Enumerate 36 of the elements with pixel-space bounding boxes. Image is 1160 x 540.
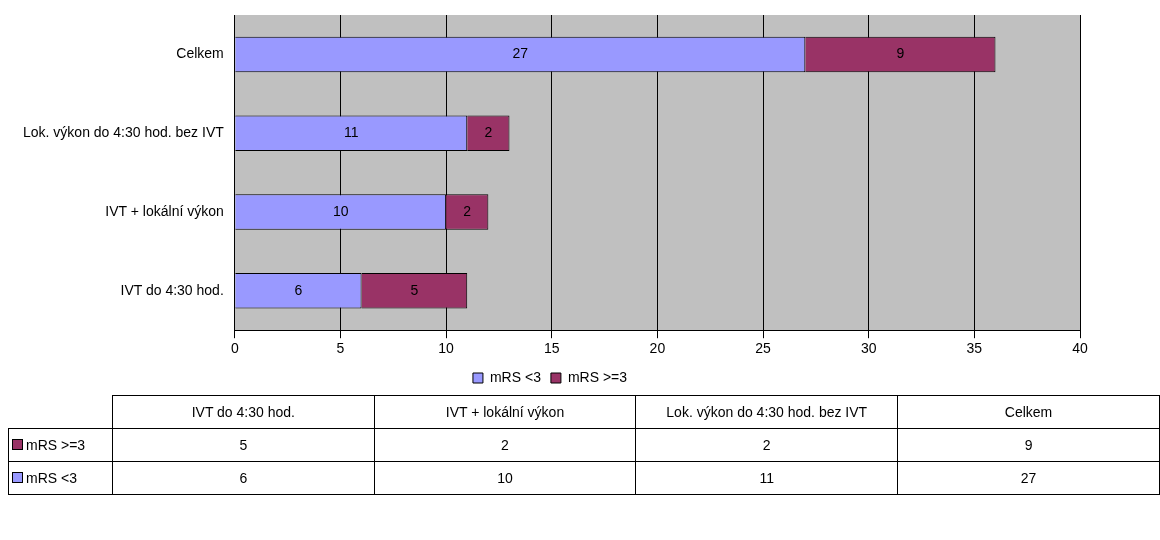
category-label: Celkem [897,395,1160,429]
category-label: IVT + lokální výkon [374,395,636,429]
data-label: 6 [294,281,303,298]
legend-label: mRS >=3 [8,428,113,462]
legend-label: mRS >=3 [567,368,628,385]
x-tick-label: 5 [336,340,345,357]
data-label: 2 [635,428,898,462]
x-tick-label: 10 [438,340,455,357]
data-label: 2 [463,202,472,219]
x-tick-label: 0 [230,340,239,357]
x-tick-label: 40 [1072,340,1088,357]
y-tick-label: IVT + lokální výkon [105,202,224,219]
data-label: 27 [512,45,529,62]
data-label: 10 [374,461,636,495]
data-label: 2 [484,124,493,141]
data-label: 9 [897,428,1160,462]
y-tick-label: Celkem [176,45,224,62]
data-label: 5 [112,428,375,462]
data-label: 9 [896,45,905,62]
data-label: 6 [112,461,375,495]
x-tick-label: 15 [543,340,560,357]
x-tick-label: 20 [649,340,666,357]
data-label: 5 [410,281,419,298]
category-label: Lok. výkon do 4:30 hod. bez IVT [635,395,898,429]
data-label: 10 [332,202,349,219]
x-tick-label: 35 [966,340,983,357]
data-label: 11 [343,124,359,141]
legend-label: mRS <3 [489,368,542,385]
data-label: 11 [635,461,898,495]
legend-label: mRS <3 [8,461,113,495]
x-tick-label: 30 [860,340,877,357]
data-label: 27 [897,461,1160,495]
x-tick-label: 25 [755,340,772,357]
y-tick-label: Lok. výkon do 4:30 hod. bez IVT [23,124,225,141]
y-tick-label: IVT do 4:30 hod. [120,281,224,298]
data-label: 2 [374,428,636,462]
